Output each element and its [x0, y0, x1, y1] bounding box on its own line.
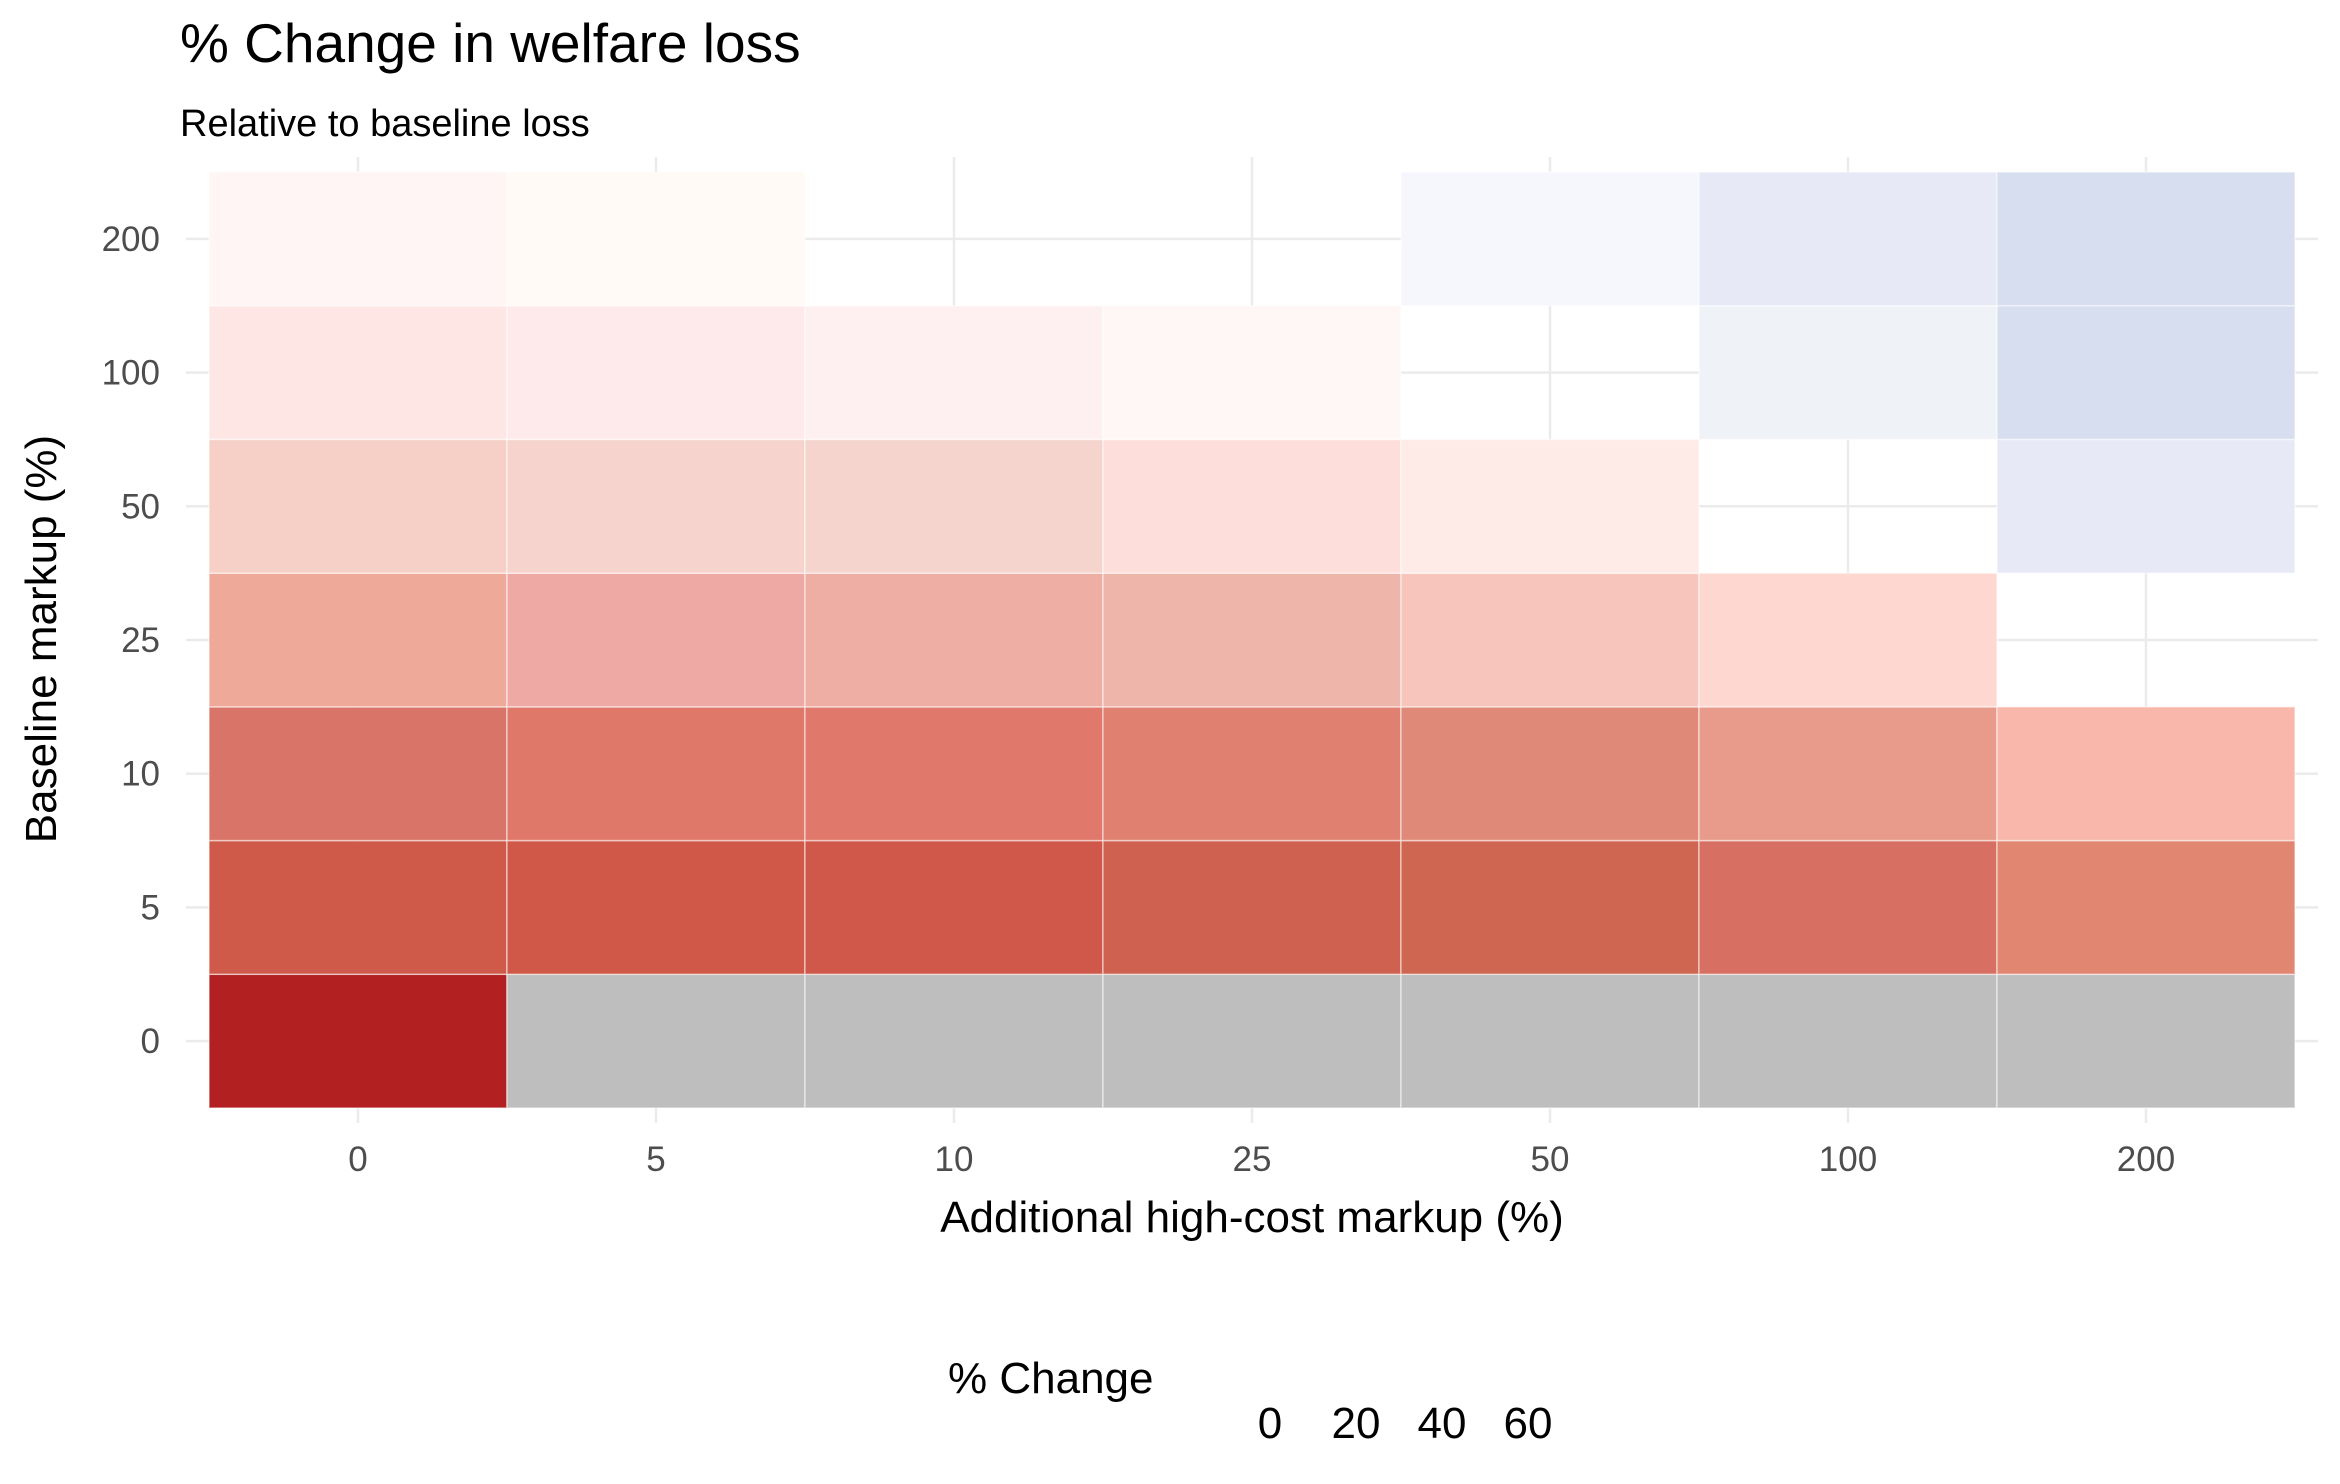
heatmap-cell — [1996, 839, 2296, 976]
heatmap-cell — [208, 973, 508, 1109]
heatmap-cell — [506, 171, 806, 307]
heatmap-cell — [506, 304, 806, 441]
heatmap-cell — [804, 706, 1104, 842]
heatmap-cell — [1400, 706, 1700, 842]
x-tick-label: 50 — [1531, 1140, 1570, 1179]
y-axis-title: Baseline markup (%) — [17, 435, 66, 843]
heatmap-cell — [804, 973, 1104, 1109]
heatmap-cell — [1698, 973, 1998, 1109]
heatmap-cell — [506, 438, 806, 574]
x-tick-label: 200 — [2117, 1140, 2175, 1179]
heatmap-cell — [208, 171, 508, 307]
heatmap-cell — [208, 839, 508, 976]
y-tick-label: 50 — [121, 487, 160, 526]
heatmap-cell — [1400, 572, 1700, 708]
heatmap-cell — [1996, 171, 2296, 307]
heatmap-cell — [208, 572, 508, 708]
y-tick-label: 5 — [141, 888, 160, 927]
y-tick-label: 25 — [121, 621, 160, 660]
x-tick-label: 5 — [646, 1140, 665, 1179]
heatmap-cell — [1996, 438, 2296, 574]
heatmap-cell — [804, 438, 1104, 574]
heatmap-cell — [1698, 839, 1998, 976]
chart-title: % Change in welfare loss — [180, 12, 801, 74]
heatmap-cell — [208, 304, 508, 441]
heatmap-cell — [1996, 706, 2296, 842]
chart-subtitle: Relative to baseline loss — [180, 103, 590, 145]
heatmap-cell — [506, 572, 806, 708]
heatmap-cell — [1698, 304, 1998, 441]
heatmap-cell — [1996, 973, 2296, 1109]
y-tick-label: 100 — [102, 354, 160, 393]
y-axis-ticks: 0 5 10 25 50 100 200 — [102, 220, 160, 1061]
heatmap-cell — [1996, 304, 2296, 441]
heatmap-cell — [1102, 839, 1402, 976]
y-tick-label: 0 — [141, 1022, 160, 1061]
heatmap-cell — [1102, 706, 1402, 842]
legend: 0 20 40 60 — [1258, 1399, 1553, 1448]
x-tick-label: 10 — [935, 1140, 974, 1179]
heatmap-cell — [1102, 438, 1402, 574]
heatmap-cell — [1698, 171, 1998, 307]
legend-title: % Change — [948, 1354, 1153, 1403]
y-tick-label: 200 — [102, 220, 160, 259]
heatmap-cell — [208, 438, 508, 574]
x-tick-label: 0 — [348, 1140, 367, 1179]
x-tick-label: 100 — [1819, 1140, 1877, 1179]
heatmap-cell — [804, 839, 1104, 976]
heatmap-cell — [506, 706, 806, 842]
x-axis-ticks: 0 5 10 25 50 100 200 — [348, 1140, 2175, 1179]
x-tick-label: 25 — [1233, 1140, 1272, 1179]
legend-label: 40 — [1418, 1399, 1467, 1448]
heatmap-cell — [1102, 572, 1402, 708]
x-axis-title: Additional high-cost markup (%) — [940, 1193, 1564, 1242]
heatmap-cell — [804, 304, 1104, 441]
heatmap-cell — [1102, 304, 1402, 441]
heatmap-cell — [1400, 973, 1700, 1109]
legend-label: 0 — [1258, 1399, 1282, 1448]
heatmap-cell — [1400, 839, 1700, 976]
heatmap-cell — [1102, 973, 1402, 1109]
legend-label: 20 — [1332, 1399, 1381, 1448]
heatmap-cell — [208, 706, 508, 842]
heatmap-cell — [804, 572, 1104, 708]
heatmap-cell — [1400, 438, 1700, 574]
heatmap-cells — [208, 171, 2296, 1109]
heatmap-cell — [1400, 171, 1700, 307]
heatmap-cell — [506, 973, 806, 1109]
y-tick-label: 10 — [121, 755, 160, 794]
heatmap-cell — [1698, 572, 1998, 708]
heatmap-cell — [1698, 706, 1998, 842]
legend-label: 60 — [1504, 1399, 1553, 1448]
heatmap-cell — [506, 839, 806, 976]
